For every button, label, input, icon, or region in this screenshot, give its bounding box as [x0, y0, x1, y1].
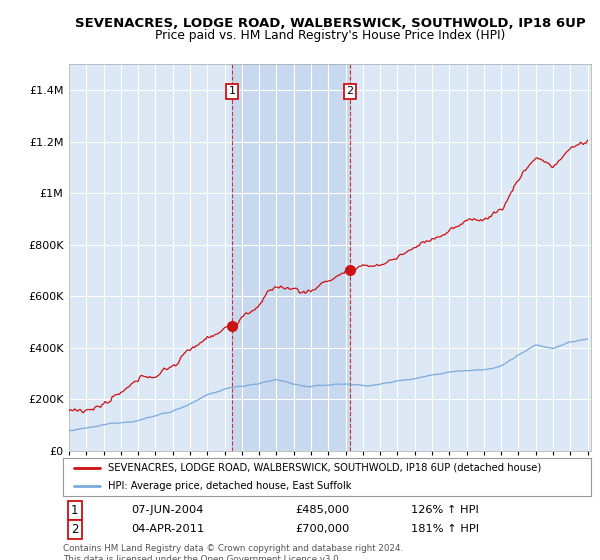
Text: 181% ↑ HPI: 181% ↑ HPI	[412, 525, 479, 534]
Text: HPI: Average price, detached house, East Suffolk: HPI: Average price, detached house, East…	[108, 481, 352, 491]
Text: SEVENACRES, LODGE ROAD, WALBERSWICK, SOUTHWOLD, IP18 6UP: SEVENACRES, LODGE ROAD, WALBERSWICK, SOU…	[74, 17, 586, 30]
Text: 04-APR-2011: 04-APR-2011	[131, 525, 205, 534]
Text: 2: 2	[71, 523, 79, 536]
Text: 126% ↑ HPI: 126% ↑ HPI	[412, 506, 479, 515]
Text: 07-JUN-2004: 07-JUN-2004	[131, 506, 204, 515]
Bar	[232, 64, 350, 451]
Text: £700,000: £700,000	[295, 525, 350, 534]
Text: 1: 1	[229, 86, 236, 96]
Text: Price paid vs. HM Land Registry's House Price Index (HPI): Price paid vs. HM Land Registry's House …	[155, 29, 505, 42]
Text: SEVENACRES, LODGE ROAD, WALBERSWICK, SOUTHWOLD, IP18 6UP (detached house): SEVENACRES, LODGE ROAD, WALBERSWICK, SOU…	[108, 463, 541, 473]
Text: Contains HM Land Registry data © Crown copyright and database right 2024.
This d: Contains HM Land Registry data © Crown c…	[63, 544, 403, 560]
Text: 2: 2	[346, 86, 353, 96]
Text: 1: 1	[71, 504, 79, 517]
Text: £485,000: £485,000	[295, 506, 350, 515]
